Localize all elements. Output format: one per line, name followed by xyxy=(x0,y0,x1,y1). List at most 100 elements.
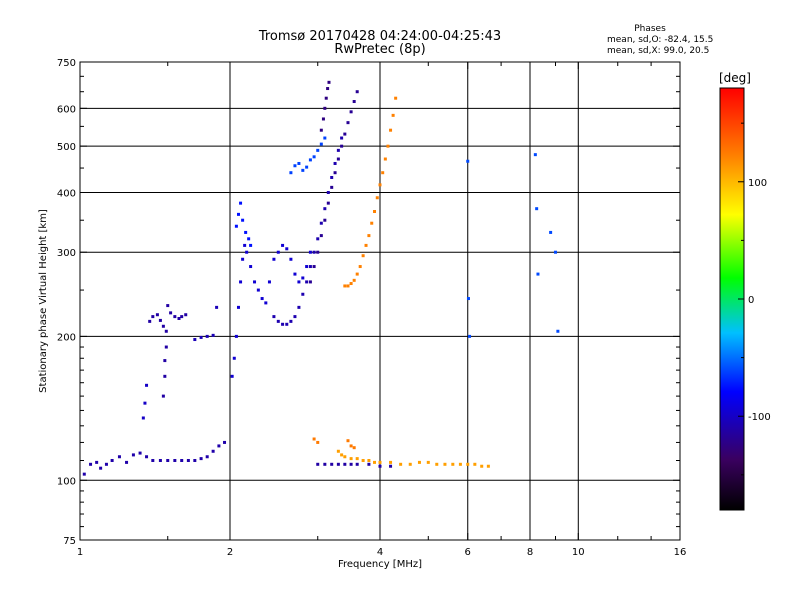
echo-point xyxy=(249,265,253,269)
echo-point xyxy=(199,335,203,339)
echo-point xyxy=(349,444,353,448)
echo-point xyxy=(394,96,398,100)
echo-point xyxy=(241,218,245,222)
x-tick-label: 2 xyxy=(227,547,233,558)
echo-point xyxy=(343,132,347,136)
colorbar-tick-label: 0 xyxy=(748,295,754,306)
echo-point xyxy=(367,234,371,238)
echo-point xyxy=(308,158,312,162)
echo-point xyxy=(184,313,188,317)
y-tick-label: 500 xyxy=(57,142,76,153)
echo-point xyxy=(308,280,312,284)
echo-point xyxy=(230,374,234,378)
echo-point xyxy=(336,148,340,152)
echo-point xyxy=(346,284,350,288)
echo-point xyxy=(343,455,347,459)
echo-point xyxy=(349,457,353,461)
echo-point xyxy=(361,458,365,462)
echo-point xyxy=(301,168,305,172)
echo-point xyxy=(293,315,297,319)
echo-point xyxy=(234,224,238,228)
echo-point xyxy=(312,265,316,269)
echo-point xyxy=(326,201,330,205)
echo-point xyxy=(319,221,323,225)
echo-point xyxy=(549,230,553,234)
echo-point xyxy=(145,383,149,387)
echo-point xyxy=(486,464,490,468)
echo-point xyxy=(272,315,276,319)
x-tick-label: 8 xyxy=(527,547,533,558)
echo-point xyxy=(276,250,280,254)
echo-point xyxy=(89,462,93,466)
echo-point xyxy=(305,280,309,284)
echo-point xyxy=(443,462,447,466)
echo-point xyxy=(367,462,371,466)
echo-point xyxy=(301,292,305,296)
echo-point xyxy=(361,254,365,258)
echo-point xyxy=(244,230,248,234)
echo-point xyxy=(205,334,209,338)
echo-point xyxy=(355,90,359,94)
echo-point xyxy=(95,460,99,464)
echo-point xyxy=(151,315,155,319)
echo-point xyxy=(326,87,330,91)
echo-point xyxy=(301,276,305,280)
echo-point xyxy=(308,250,312,254)
echo-point xyxy=(352,446,356,450)
echo-point xyxy=(297,161,301,165)
echo-point xyxy=(373,460,377,464)
echo-point xyxy=(308,265,312,269)
echo-point xyxy=(408,462,412,466)
echo-point xyxy=(305,165,309,169)
echo-point xyxy=(281,243,285,247)
echo-point xyxy=(267,280,271,284)
echo-point xyxy=(148,319,152,323)
echo-point xyxy=(324,96,328,100)
echo-point xyxy=(260,297,264,301)
echo-point xyxy=(355,462,359,466)
echo-point xyxy=(346,439,350,443)
phases-heading: Phases xyxy=(634,24,666,34)
echo-point xyxy=(323,106,327,110)
echo-point xyxy=(236,305,240,309)
echo-point xyxy=(553,250,557,254)
echo-point xyxy=(247,237,251,241)
plot-frame xyxy=(79,61,681,541)
echo-point xyxy=(330,462,334,466)
echo-point xyxy=(316,237,320,241)
echo-point xyxy=(386,144,390,148)
echo-point xyxy=(333,171,337,175)
echo-point xyxy=(340,136,344,140)
echo-point xyxy=(336,462,340,466)
echo-point xyxy=(391,113,395,117)
echo-point xyxy=(163,359,167,363)
echo-point xyxy=(166,304,170,308)
echo-point xyxy=(161,324,165,328)
echo-point xyxy=(355,457,359,461)
echo-point xyxy=(327,80,331,84)
echo-point xyxy=(243,243,247,247)
echo-point xyxy=(104,462,108,466)
echo-point xyxy=(164,345,168,349)
echo-point xyxy=(82,472,86,476)
echo-point xyxy=(473,462,477,466)
echo-point xyxy=(166,458,170,462)
echo-point xyxy=(323,136,327,140)
echo-point xyxy=(426,460,430,464)
echo-point xyxy=(533,153,537,157)
echo-point xyxy=(169,311,173,315)
chart-subtitle: RwPretec (8p) xyxy=(334,42,425,57)
echo-point xyxy=(205,455,209,459)
echo-point xyxy=(241,257,245,261)
echo-point xyxy=(316,440,320,444)
echo-point xyxy=(319,234,323,238)
echo-point xyxy=(223,440,227,444)
echo-point xyxy=(110,458,114,462)
echo-point xyxy=(138,451,142,455)
echo-point xyxy=(193,338,197,342)
echo-point xyxy=(316,462,320,466)
echo-point xyxy=(163,374,167,378)
echo-point xyxy=(289,171,293,175)
echo-point xyxy=(370,221,374,225)
